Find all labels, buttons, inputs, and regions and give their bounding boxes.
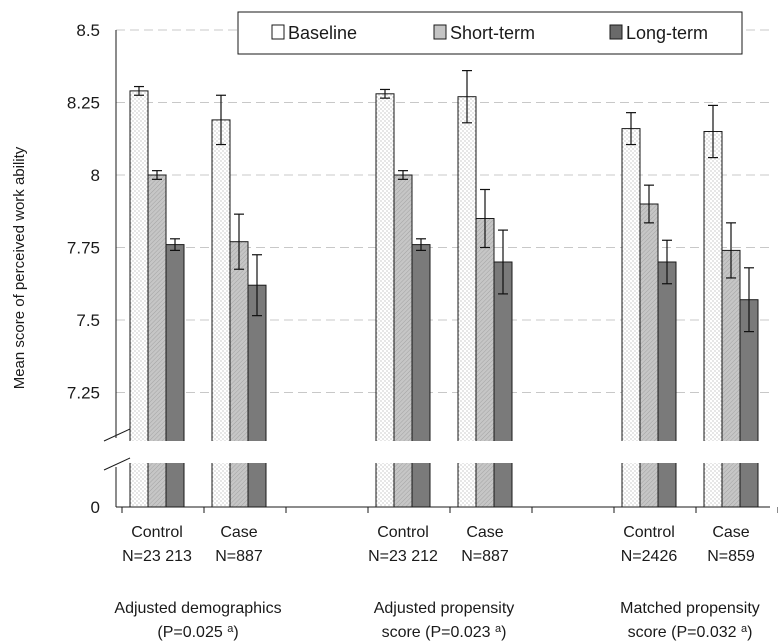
- bar-long-term: [411, 244, 431, 508]
- y-tick-label: 7.75: [67, 239, 100, 258]
- group-label-line2: (P=0.025 a): [157, 623, 238, 641]
- bar-long-term: [657, 261, 677, 508]
- legend-swatch-baseline: [271, 24, 285, 40]
- bar-long-term: [165, 244, 185, 508]
- legend-swatch-long-term: [609, 24, 623, 40]
- legend: Baseline Short-term Long-term: [237, 11, 743, 55]
- category-label: Case: [712, 524, 749, 541]
- group-label-line2: score (P=0.032 a): [628, 623, 753, 641]
- axis-break-gap: [100, 441, 770, 463]
- legend-box: [237, 11, 743, 55]
- y-tick-label: 7.5: [76, 311, 100, 330]
- bar-long-term: [493, 261, 513, 508]
- legend-label-baseline: Baseline: [288, 23, 357, 43]
- bar-short-term: [229, 241, 249, 508]
- legend-label-long-term: Long-term: [626, 23, 708, 43]
- y-tick-label: 8.25: [67, 94, 100, 113]
- category-label: Case: [466, 524, 503, 541]
- y-tick-label: 7.25: [67, 384, 100, 403]
- category-n-label: N=2426: [621, 548, 678, 565]
- group-label-line1: Adjusted propensity: [374, 600, 515, 617]
- category-n-label: N=887: [461, 548, 509, 565]
- category-label: Control: [377, 524, 429, 541]
- axes: 0: [91, 30, 770, 517]
- group-label-line1: Adjusted demographics: [114, 600, 281, 617]
- category-n-label: N=23 213: [122, 548, 192, 565]
- category-label: Control: [131, 524, 183, 541]
- category-label: Control: [623, 524, 675, 541]
- axis-break-mark-top: [103, 428, 131, 442]
- y-tick-label: 8.5: [76, 21, 100, 40]
- y-tick-label-zero: 0: [91, 498, 100, 517]
- bar-short-term: [475, 218, 495, 508]
- group-label-line2: score (P=0.023 a): [382, 623, 507, 641]
- category-labels: Control N=23 213 Case N=887 Adjusted demogra…: [114, 507, 778, 641]
- category-n-label: N=887: [215, 548, 263, 565]
- category-label: Case: [220, 524, 257, 541]
- y-axis-title: Mean score of perceived work ability: [11, 146, 28, 389]
- legend-swatch-short-term: [433, 24, 447, 40]
- legend-label-short-term: Short-term: [450, 23, 535, 43]
- bar-long-term: [247, 284, 267, 508]
- y-ticks: 8.5 8.25 8 7.75 7.5 7.25: [67, 21, 100, 403]
- group-label-line1: Matched propensity: [620, 600, 760, 617]
- category-n-label: N=859: [707, 548, 755, 565]
- bar-short-term: [721, 249, 741, 508]
- y-tick-label: 8: [91, 166, 100, 185]
- category-n-label: N=23 212: [368, 548, 438, 565]
- axis-break-mark-bottom: [103, 457, 131, 471]
